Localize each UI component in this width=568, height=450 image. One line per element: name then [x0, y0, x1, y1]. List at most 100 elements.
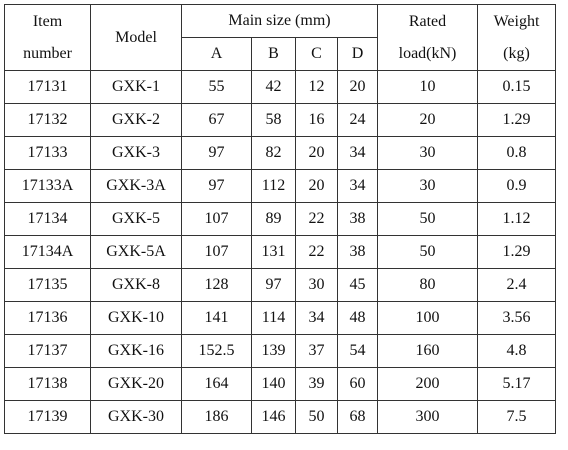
table-cell: 17132 [4, 103, 91, 137]
table-cell: 17136 [4, 301, 91, 335]
table-cell: 20 [295, 136, 338, 170]
table-row: 17132 GXK-2 67 58 16 24 20 1.29 [4, 103, 556, 137]
table-cell: 20 [337, 70, 378, 104]
header-cell: B [251, 37, 296, 71]
table-cell: 16 [295, 103, 338, 137]
table-cell: 50 [377, 202, 478, 236]
table-cell: 54 [337, 334, 378, 368]
table-cell: 34 [337, 136, 378, 170]
table-cell: 38 [337, 235, 378, 269]
table-cell: 37 [295, 334, 338, 368]
table-cell: 139 [251, 334, 296, 368]
table-cell: 24 [337, 103, 378, 137]
table-cell: 20 [377, 103, 478, 137]
table-cell: 164 [181, 367, 252, 401]
table-cell: 17137 [4, 334, 91, 368]
table-cell: 20 [295, 169, 338, 203]
table-cell: 300 [377, 400, 478, 434]
table-cell: 17138 [4, 367, 91, 401]
header-cell: Weight (kg) [477, 4, 556, 71]
table-cell: 112 [251, 169, 296, 203]
table-cell: 152.5 [181, 334, 252, 368]
table-cell: 50 [377, 235, 478, 269]
table-row: 17133A GXK-3A 97 112 20 34 30 0.9 [4, 169, 556, 203]
table-cell: 0.8 [477, 136, 556, 170]
table-cell: 30 [295, 268, 338, 302]
table-row: 17139 GXK-30 186 146 50 68 300 7.5 [4, 400, 556, 434]
table-cell: 17139 [4, 400, 91, 434]
table-cell: 128 [181, 268, 252, 302]
table-cell: 107 [181, 202, 252, 236]
table-cell: 45 [337, 268, 378, 302]
header-text: Weight (kg) [493, 12, 540, 62]
table-cell: 17134A [4, 235, 91, 269]
table-cell: 3.56 [477, 301, 556, 335]
table-row: 17134A GXK-5A 107 131 22 38 50 1.29 [4, 235, 556, 269]
header-cell: Item number [4, 4, 91, 71]
table-cell: 68 [337, 400, 378, 434]
table-cell: 48 [337, 301, 378, 335]
table-cell: GXK-1 [90, 70, 182, 104]
table-cell: 97 [181, 169, 252, 203]
table-row: 17134 GXK-5 107 89 22 38 50 1.12 [4, 202, 556, 236]
table-cell: 131 [251, 235, 296, 269]
table-cell: 17135 [4, 268, 91, 302]
table-cell: 186 [181, 400, 252, 434]
table-cell: GXK-20 [90, 367, 182, 401]
table-cell: 38 [337, 202, 378, 236]
table-cell: 1.29 [477, 103, 556, 137]
table-cell: 60 [337, 367, 378, 401]
table-cell: 146 [251, 400, 296, 434]
table-cell: 50 [295, 400, 338, 434]
header-cell: C [295, 37, 338, 71]
table-cell: 1.12 [477, 202, 556, 236]
table-cell: GXK-5 [90, 202, 182, 236]
header-cell: Model [90, 4, 182, 71]
table-cell: 141 [181, 301, 252, 335]
header-text: Rated load(kN) [398, 12, 457, 62]
table-cell: 7.5 [477, 400, 556, 434]
table-cell: GXK-3 [90, 136, 182, 170]
table-row: 17133 GXK-3 97 82 20 34 30 0.8 [4, 136, 556, 170]
table-cell: 42 [251, 70, 296, 104]
table-cell: 114 [251, 301, 296, 335]
table-cell: 1.29 [477, 235, 556, 269]
table-cell: GXK-2 [90, 103, 182, 137]
table-cell: 107 [181, 235, 252, 269]
table-cell: 34 [337, 169, 378, 203]
table-row: 17136 GXK-10 141 114 34 48 100 3.56 [4, 301, 556, 335]
table-cell: 30 [377, 169, 478, 203]
table-cell: 89 [251, 202, 296, 236]
table-cell: GXK-30 [90, 400, 182, 434]
table-cell: 97 [251, 268, 296, 302]
table-cell: 0.15 [477, 70, 556, 104]
table-cell: 2.4 [477, 268, 556, 302]
table-cell: 5.17 [477, 367, 556, 401]
table-cell: 34 [295, 301, 338, 335]
table-cell: 80 [377, 268, 478, 302]
table-cell: 30 [377, 136, 478, 170]
table-cell: 22 [295, 202, 338, 236]
table-cell: 100 [377, 301, 478, 335]
table-row: 17138 GXK-20 164 140 39 60 200 5.17 [4, 367, 556, 401]
table-cell: 58 [251, 103, 296, 137]
header-cell: A [181, 37, 252, 71]
table-cell: 82 [251, 136, 296, 170]
header-cell: D [337, 37, 378, 71]
table-cell: 17133 [4, 136, 91, 170]
header-cell: Main size (mm) [181, 4, 378, 38]
table-cell: GXK-16 [90, 334, 182, 368]
table-cell: 200 [377, 367, 478, 401]
table-cell: GXK-8 [90, 268, 182, 302]
table-cell: 17134 [4, 202, 91, 236]
table-cell: 10 [377, 70, 478, 104]
table-cell: GXK-5A [90, 235, 182, 269]
table-cell: GXK-3A [90, 169, 182, 203]
header-text: Item number [23, 12, 72, 62]
table-cell: 22 [295, 235, 338, 269]
table-cell: 17131 [4, 70, 91, 104]
table-row: 17137 GXK-16 152.5 139 37 54 160 4.8 [4, 334, 556, 368]
header-cell: Rated load(kN) [377, 4, 478, 71]
table-cell: 97 [181, 136, 252, 170]
